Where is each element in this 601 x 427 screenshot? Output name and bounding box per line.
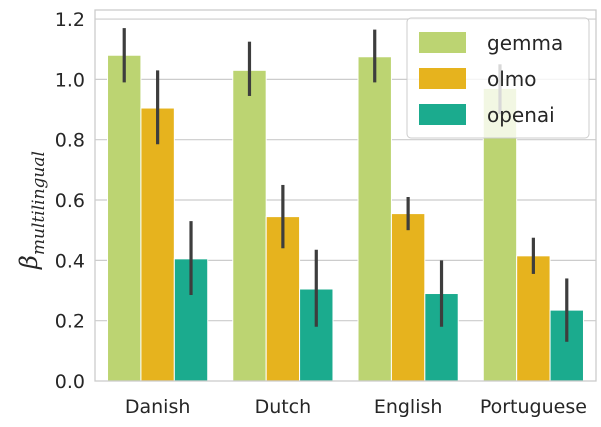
x-tick-label: Portuguese — [480, 396, 587, 418]
y-tick-label: 0.2 — [55, 311, 85, 333]
x-tick-label: English — [374, 396, 443, 418]
y-axis-ticks: 0.0 0.2 0.4 0.6 0.8 1.0 1.2 — [55, 9, 85, 393]
y-tick-label: 1.2 — [55, 9, 85, 31]
legend-label-olmo: olmo — [487, 67, 537, 91]
legend-label-gemma: gemma — [487, 31, 563, 55]
x-tick-label: Danish — [125, 396, 191, 418]
y-tick-label: 0.0 — [55, 371, 85, 393]
y-tick-label: 1.0 — [55, 69, 85, 91]
y-axis-label: βmultilingual — [15, 151, 49, 270]
bar-olmo-danish — [140, 107, 175, 382]
bar-gemma-english — [357, 56, 392, 382]
x-tick-label: Dutch — [255, 396, 312, 418]
legend-swatch-openai — [419, 104, 466, 125]
bar-olmo-english — [390, 213, 426, 382]
y-tick-label: 0.8 — [55, 130, 85, 152]
y-axis-label-symbol: β — [15, 255, 43, 270]
x-axis-ticks: Danish Dutch English Portuguese — [125, 396, 587, 418]
legend-swatch-gemma — [419, 32, 466, 53]
y-tick-label: 0.6 — [55, 190, 85, 212]
y-tick-label: 0.4 — [55, 250, 85, 272]
legend-swatch-olmo — [419, 68, 466, 89]
plot-frame — [94, 9, 597, 382]
bar-gemma-dutch — [232, 69, 267, 382]
bar-olmo-portuguese — [516, 255, 551, 382]
legend: gemma olmo openai — [406, 17, 590, 139]
legend-label-openai: openai — [487, 103, 555, 127]
bar-gemma-danish — [107, 54, 142, 382]
y-axis-label-subscript: multilingual — [29, 151, 49, 255]
